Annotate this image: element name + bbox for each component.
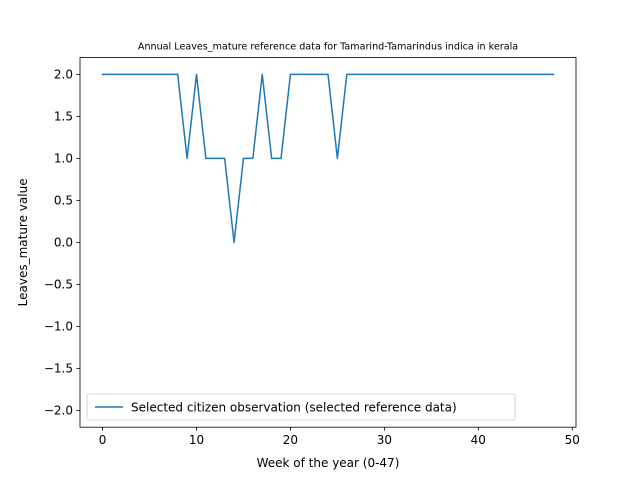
x-tick-label: 50 bbox=[565, 433, 580, 447]
y-tick-label: 1.5 bbox=[54, 110, 73, 124]
y-axis-ticks: −2.0 −1.5 −1.0 −0.5 0.0 0.5 1.0 1.5 2.0 bbox=[44, 68, 80, 418]
x-tick-label: 10 bbox=[189, 433, 204, 447]
y-tick-label: −1.0 bbox=[44, 320, 73, 334]
y-tick-label: 0.0 bbox=[54, 236, 73, 250]
legend: Selected citizen observation (selected r… bbox=[86, 393, 516, 421]
y-tick-label: −2.0 bbox=[44, 404, 73, 418]
y-tick-label: −0.5 bbox=[44, 278, 73, 292]
legend-label: Selected citizen observation (selected r… bbox=[131, 401, 457, 415]
y-tick-label: 0.5 bbox=[54, 194, 73, 208]
series-line-0 bbox=[101, 73, 555, 244]
plot-area bbox=[101, 73, 555, 244]
x-axis-ticks: 0 10 20 30 40 50 bbox=[99, 427, 580, 447]
x-tick-label: 0 bbox=[99, 433, 107, 447]
legend-box bbox=[86, 393, 516, 421]
y-tick-label: 2.0 bbox=[54, 68, 73, 82]
y-tick-label: 1.0 bbox=[54, 152, 73, 166]
y-axis-label: Leaves_mature value bbox=[16, 178, 30, 306]
chart-title: Annual Leaves_mature reference data for … bbox=[138, 42, 518, 53]
x-axis-label: Week of the year (0-47) bbox=[257, 456, 400, 470]
x-tick-label: 40 bbox=[471, 433, 486, 447]
x-tick-label: 30 bbox=[377, 433, 392, 447]
x-tick-label: 20 bbox=[283, 433, 298, 447]
y-tick-label: −1.5 bbox=[44, 362, 73, 376]
